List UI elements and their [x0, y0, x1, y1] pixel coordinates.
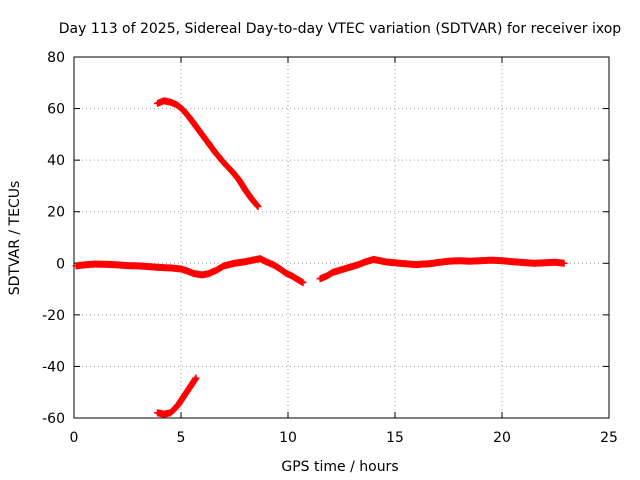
- x-tick-label: 10: [279, 430, 297, 446]
- data-series: [72, 97, 568, 418]
- x-axis-label: GPS time / hours: [281, 459, 398, 475]
- data-point: [560, 259, 568, 267]
- y-tick-label: 80: [47, 50, 65, 66]
- data-point: [299, 279, 307, 287]
- y-tick-label: -20: [42, 308, 65, 324]
- x-tick-label: 20: [493, 430, 511, 446]
- data-point: [192, 374, 200, 382]
- y-tick-label: 60: [47, 102, 65, 118]
- y-tick-label: -60: [42, 411, 65, 427]
- x-tick-label: 15: [386, 430, 404, 446]
- y-tick-label: -40: [42, 359, 65, 375]
- y-tick-label: 40: [47, 153, 65, 169]
- chart-title: Day 113 of 2025, Sidereal Day-to-day VTE…: [59, 21, 622, 37]
- x-tick-label: 0: [70, 430, 79, 446]
- grid: [74, 57, 609, 418]
- y-tick-label: 0: [56, 256, 65, 272]
- series-main: [72, 255, 307, 287]
- x-tick-label: 25: [600, 430, 618, 446]
- series-lower-branch: [153, 374, 200, 418]
- x-tick-label: 5: [177, 430, 186, 446]
- series-upper-branch: [153, 97, 262, 211]
- y-tick-label: 20: [47, 205, 65, 221]
- axis-ticks: 0 5 10 15 20 25 -60 -40 -20 0 20 40 60 80: [42, 50, 618, 446]
- y-axis-label: SDTVAR / TECUs: [7, 181, 23, 296]
- series-main-after-gap: [316, 255, 568, 283]
- data-point: [254, 203, 262, 211]
- data-point: [253, 202, 261, 210]
- plot-area: [73, 56, 610, 419]
